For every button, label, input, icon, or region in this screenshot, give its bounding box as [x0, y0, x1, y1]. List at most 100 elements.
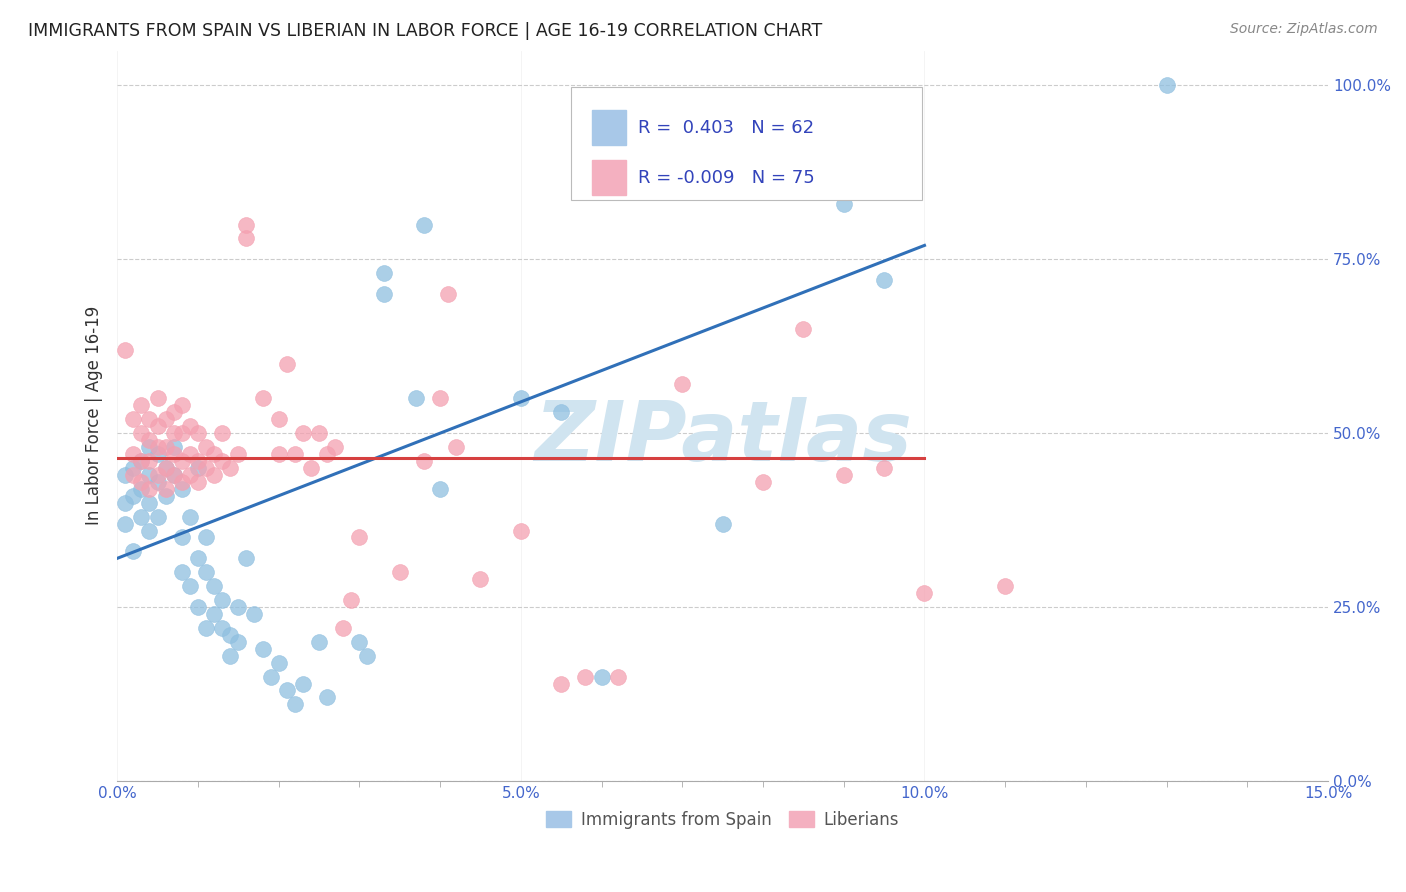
- Point: [349, 531, 371, 545]
- Point: [138, 482, 160, 496]
- Point: [226, 635, 249, 649]
- Point: [146, 447, 169, 461]
- Point: [122, 461, 145, 475]
- Point: [195, 621, 218, 635]
- Point: [114, 467, 136, 482]
- Point: [711, 516, 734, 531]
- Point: [155, 440, 177, 454]
- Point: [219, 628, 242, 642]
- Point: [873, 273, 896, 287]
- Point: [114, 516, 136, 531]
- Point: [388, 566, 411, 580]
- Point: [131, 482, 153, 496]
- Point: [470, 572, 492, 586]
- Point: [170, 531, 193, 545]
- Point: [574, 669, 596, 683]
- Point: [114, 343, 136, 357]
- Point: [131, 426, 153, 441]
- Point: [146, 440, 169, 454]
- Point: [284, 698, 307, 712]
- Point: [259, 669, 281, 683]
- Point: [308, 426, 330, 441]
- Point: [437, 287, 460, 301]
- FancyBboxPatch shape: [571, 87, 922, 201]
- Point: [792, 322, 814, 336]
- Point: [163, 447, 186, 461]
- Point: [226, 447, 249, 461]
- Point: [138, 412, 160, 426]
- Point: [446, 440, 468, 454]
- Point: [413, 218, 436, 232]
- Point: [591, 669, 613, 683]
- Text: ZIPatlas: ZIPatlas: [534, 397, 911, 478]
- Point: [832, 467, 855, 482]
- Point: [316, 690, 339, 705]
- Point: [155, 461, 177, 475]
- Point: [138, 524, 160, 538]
- Point: [202, 447, 225, 461]
- Point: [163, 426, 186, 441]
- Point: [163, 405, 186, 419]
- FancyBboxPatch shape: [592, 111, 626, 145]
- Point: [155, 461, 177, 475]
- Point: [146, 419, 169, 434]
- Text: R = -0.009   N = 75: R = -0.009 N = 75: [638, 169, 814, 186]
- Point: [155, 412, 177, 426]
- Point: [179, 447, 201, 461]
- Point: [235, 231, 257, 245]
- Y-axis label: In Labor Force | Age 16-19: In Labor Force | Age 16-19: [86, 306, 103, 525]
- Point: [170, 566, 193, 580]
- Point: [131, 509, 153, 524]
- Point: [405, 392, 427, 406]
- Point: [252, 392, 274, 406]
- Point: [873, 461, 896, 475]
- Point: [122, 544, 145, 558]
- Point: [122, 489, 145, 503]
- Point: [170, 482, 193, 496]
- Point: [332, 621, 354, 635]
- Point: [146, 467, 169, 482]
- Point: [131, 454, 153, 468]
- Point: [373, 287, 395, 301]
- Point: [170, 475, 193, 489]
- Point: [323, 440, 346, 454]
- Point: [276, 683, 298, 698]
- Text: R =  0.403   N = 62: R = 0.403 N = 62: [638, 119, 814, 136]
- Point: [267, 656, 290, 670]
- Point: [138, 454, 160, 468]
- FancyBboxPatch shape: [592, 161, 626, 195]
- Point: [138, 496, 160, 510]
- Point: [284, 447, 307, 461]
- Point: [349, 635, 371, 649]
- Point: [606, 669, 628, 683]
- Point: [170, 398, 193, 412]
- Point: [179, 509, 201, 524]
- Point: [211, 454, 233, 468]
- Point: [299, 461, 322, 475]
- Point: [356, 648, 378, 663]
- Point: [195, 440, 218, 454]
- Point: [163, 467, 186, 482]
- Point: [291, 676, 314, 690]
- Point: [155, 482, 177, 496]
- Point: [243, 607, 266, 621]
- Point: [195, 566, 218, 580]
- Point: [138, 440, 160, 454]
- Point: [413, 454, 436, 468]
- Point: [163, 467, 186, 482]
- Point: [340, 593, 363, 607]
- Point: [267, 447, 290, 461]
- Point: [509, 524, 531, 538]
- Point: [170, 454, 193, 468]
- Point: [131, 454, 153, 468]
- Point: [179, 467, 201, 482]
- Text: Source: ZipAtlas.com: Source: ZipAtlas.com: [1230, 22, 1378, 37]
- Point: [146, 509, 169, 524]
- Point: [187, 454, 209, 468]
- Point: [211, 593, 233, 607]
- Point: [195, 531, 218, 545]
- Point: [187, 475, 209, 489]
- Point: [114, 496, 136, 510]
- Point: [429, 482, 451, 496]
- Point: [211, 426, 233, 441]
